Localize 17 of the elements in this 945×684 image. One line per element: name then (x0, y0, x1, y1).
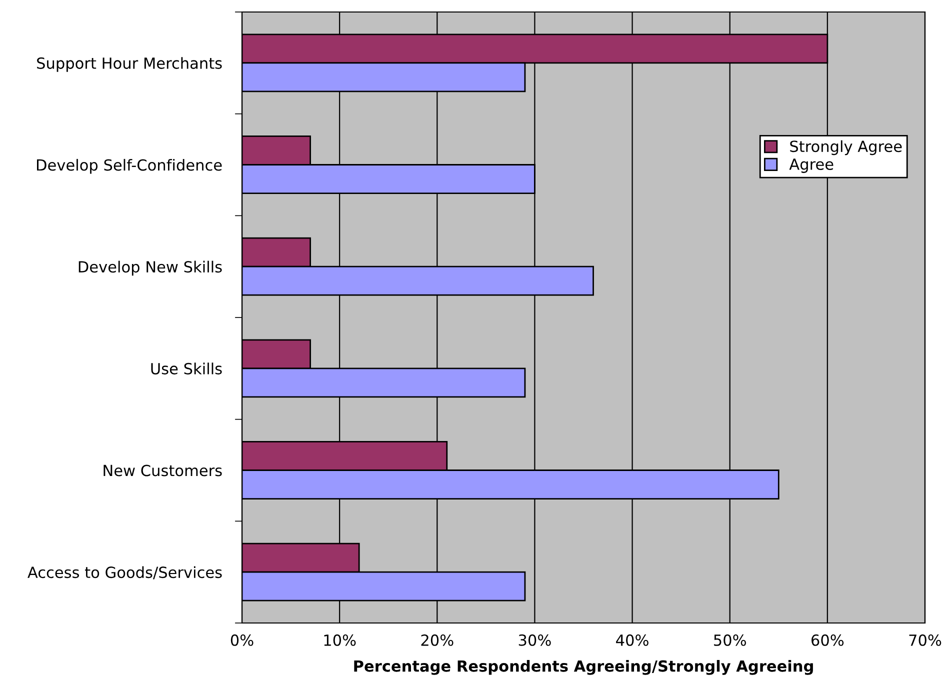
x-tick-label: 70% (909, 634, 942, 646)
x-tick-label: 30% (518, 634, 551, 646)
x-tick-label: 20% (421, 634, 454, 646)
x-tick-label: 10% (324, 634, 356, 646)
y-tick-label: New Customers (104, 464, 222, 476)
x-tick-label: 40% (616, 634, 648, 646)
x-tick-label: 60% (812, 634, 844, 646)
y-tick-label: Support Hour Merchants (37, 57, 222, 72)
x-axis-title: Percentage Respondents Agreeing/Strongly Agreeing (354, 660, 813, 675)
x-tick-label: 0% (230, 634, 254, 646)
y-tick-label: Develop Self-Confidence (37, 158, 222, 174)
y-tick-label: Develop New Skills (78, 260, 222, 276)
x-tick-label: 50% (714, 634, 746, 646)
legend-label: Strongly Agree (790, 140, 902, 156)
y-tick-label: Access to Goods/Services (28, 566, 222, 580)
y-tick-label: Use Skills (151, 362, 222, 374)
legend-label: Agree (789, 158, 834, 173)
